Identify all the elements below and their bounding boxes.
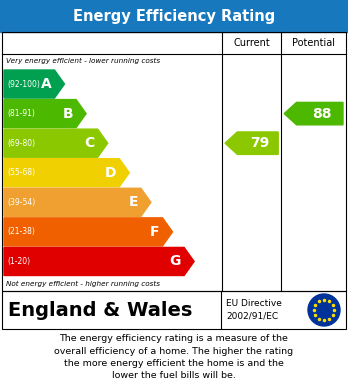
Polygon shape xyxy=(284,102,343,125)
Text: C: C xyxy=(85,136,95,150)
Polygon shape xyxy=(4,100,86,127)
Text: Not energy efficient - higher running costs: Not energy efficient - higher running co… xyxy=(6,281,160,287)
Text: Current: Current xyxy=(233,38,270,48)
Bar xyxy=(0,0,348,32)
Text: (1-20): (1-20) xyxy=(7,257,30,266)
Text: (81-91): (81-91) xyxy=(7,109,35,118)
Polygon shape xyxy=(4,248,194,276)
Text: 88: 88 xyxy=(312,107,332,120)
Text: Energy Efficiency Rating: Energy Efficiency Rating xyxy=(73,9,275,23)
Text: (55-68): (55-68) xyxy=(7,168,35,177)
Polygon shape xyxy=(4,188,151,216)
Text: EU Directive
2002/91/EC: EU Directive 2002/91/EC xyxy=(226,299,282,321)
Circle shape xyxy=(308,294,340,326)
Polygon shape xyxy=(4,70,64,98)
Text: Very energy efficient - lower running costs: Very energy efficient - lower running co… xyxy=(6,58,160,64)
Text: (21-38): (21-38) xyxy=(7,228,35,237)
Polygon shape xyxy=(4,129,108,157)
Polygon shape xyxy=(4,159,129,187)
Text: (39-54): (39-54) xyxy=(7,198,35,207)
Text: F: F xyxy=(150,225,159,239)
Text: 79: 79 xyxy=(250,136,269,150)
Text: E: E xyxy=(128,196,138,209)
Polygon shape xyxy=(4,218,173,246)
Polygon shape xyxy=(225,132,278,154)
Text: B: B xyxy=(62,107,73,120)
Text: D: D xyxy=(105,166,116,180)
Text: (69-80): (69-80) xyxy=(7,139,35,148)
Text: A: A xyxy=(41,77,52,91)
Bar xyxy=(2,32,346,291)
Text: The energy efficiency rating is a measure of the
overall efficiency of a home. T: The energy efficiency rating is a measur… xyxy=(54,334,294,380)
Text: England & Wales: England & Wales xyxy=(8,301,192,319)
Text: Potential: Potential xyxy=(292,38,335,48)
Bar xyxy=(2,291,346,329)
Text: G: G xyxy=(170,255,181,269)
Text: (92-100): (92-100) xyxy=(7,79,40,88)
